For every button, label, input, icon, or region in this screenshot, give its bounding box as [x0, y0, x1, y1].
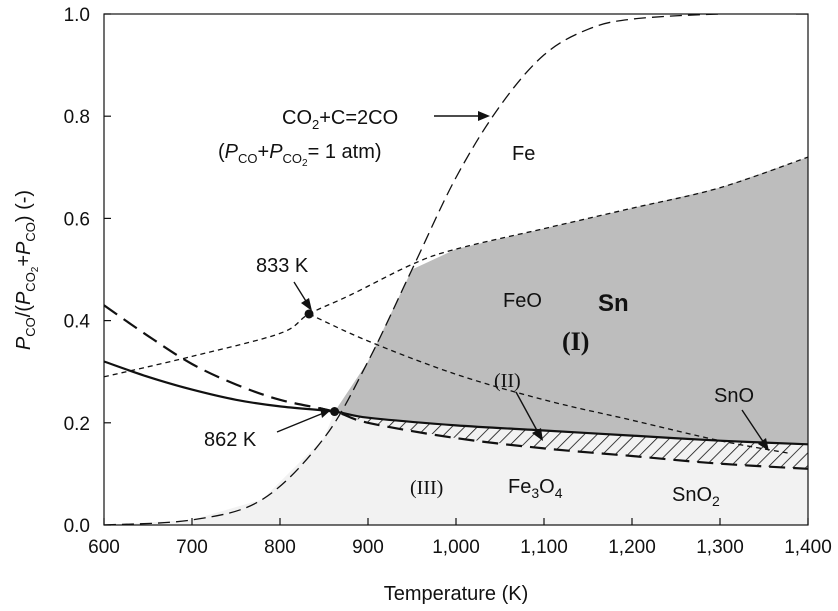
equation-arrow: [434, 111, 490, 121]
region-ii-arrow: [515, 391, 543, 441]
marker-point-0: [304, 309, 314, 319]
sno-arrow: [741, 409, 769, 451]
x-tick-label: 1,400: [784, 537, 832, 558]
x-tick-label: 1,300: [696, 537, 744, 558]
x-axis-title: Temperature (K): [384, 583, 529, 605]
y-tick-label: 0.2: [64, 414, 90, 435]
sno-region-label: SnO: [714, 385, 754, 407]
x-tick-label: 900: [352, 537, 384, 558]
point-833-label: 833 K: [256, 255, 309, 277]
x-tick-label: 1,000: [432, 537, 480, 558]
y-tick-label: 1.0: [64, 5, 90, 26]
equation-label: CO2+C=2CO: [282, 107, 398, 132]
region-ii-label: (II): [494, 370, 521, 392]
equation-condition-label: (PCO+PCO2= 1 atm): [218, 141, 382, 169]
y-axis-title: PCO/(PCO2+PCO) (-): [13, 190, 41, 350]
region-i-label: (I): [562, 327, 589, 356]
marker-point-1: [330, 407, 340, 417]
y-tick-label: 0.0: [64, 516, 90, 537]
region-iii-label: (III): [410, 477, 443, 499]
y-tick-label: 0.6: [64, 209, 90, 230]
feo-region-label: FeO: [503, 290, 542, 312]
sno2-region-label: SnO2: [672, 484, 720, 509]
x-tick-label: 1,100: [520, 537, 568, 558]
point-862-label: 862 K: [204, 429, 257, 451]
x-tick-label: 800: [264, 537, 296, 558]
region-i-shaded: [334, 157, 808, 445]
fe-region-label: Fe: [512, 143, 535, 165]
series-line-3: [104, 304, 808, 470]
point-862-arrow: [276, 407, 331, 433]
series-line-4: [104, 360, 808, 446]
sn-region-label: Sn: [598, 290, 629, 317]
series-line-2: [104, 14, 808, 525]
series-line-0: [104, 156, 808, 378]
y-tick-label: 0.4: [64, 312, 91, 333]
x-tick-label: 700: [176, 537, 208, 558]
fe3o4-region-label: Fe3O4: [508, 476, 563, 501]
x-tick-label: 600: [88, 537, 120, 558]
y-tick-label: 0.8: [64, 107, 90, 128]
series-line-1: [308, 313, 791, 455]
point-833-arrow: [293, 281, 312, 311]
x-tick-label: 1,200: [608, 537, 656, 558]
